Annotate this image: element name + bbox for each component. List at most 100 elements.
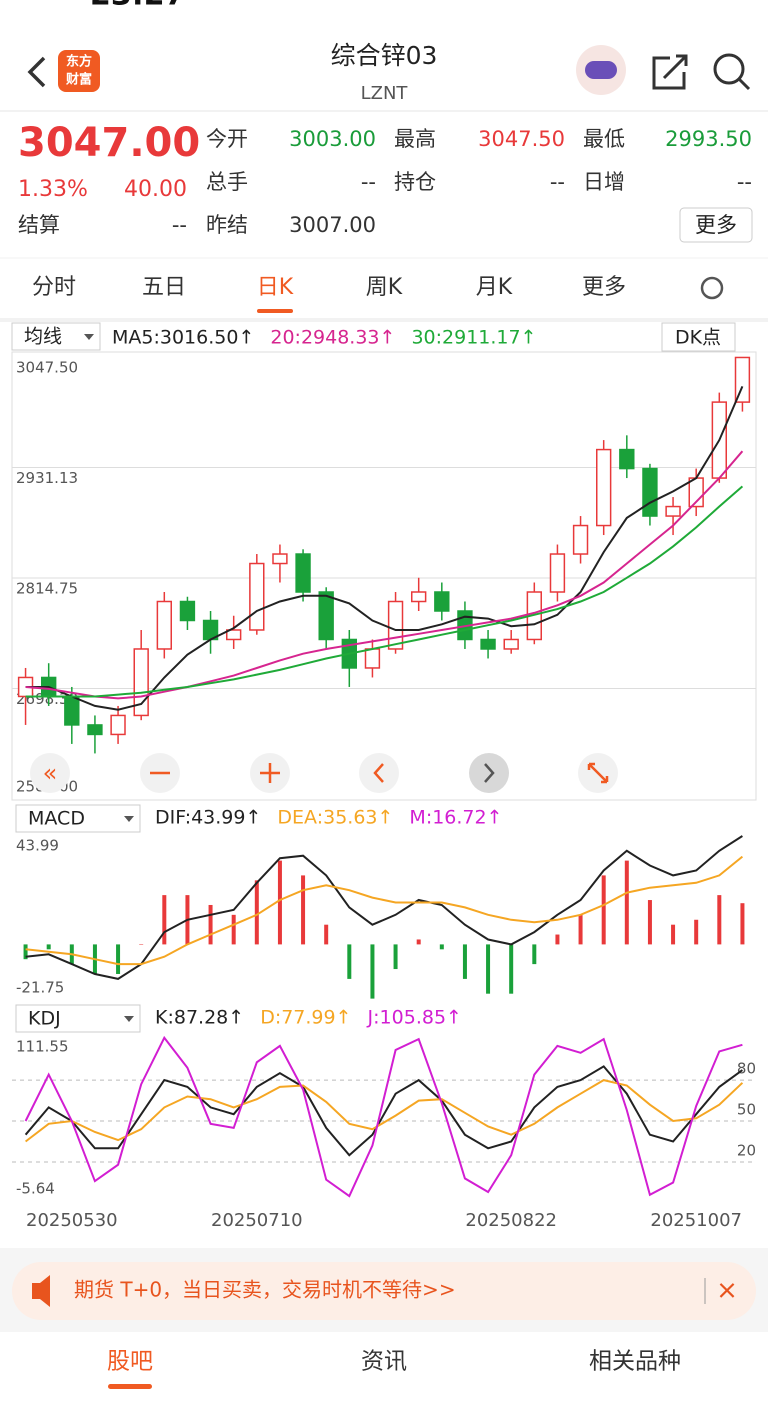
field-value: 3007.00: [289, 213, 376, 237]
legend-entry: MA5:3016.50↑: [112, 327, 254, 349]
candle-body: [64, 695, 80, 726]
candle-body: [549, 553, 566, 593]
field-label: 最高: [394, 127, 436, 151]
candle-body: [434, 591, 450, 612]
divider: [0, 318, 768, 322]
y-tick-label: -5.64: [16, 1180, 55, 1198]
macd-bar: [439, 944, 444, 950]
candle-body: [318, 591, 334, 641]
candle-body: [272, 553, 288, 565]
macd-bar: [23, 944, 28, 960]
tab[interactable]: 月K: [476, 275, 513, 300]
logo-text: 财富: [66, 72, 92, 88]
banner[interactable]: [12, 1262, 756, 1320]
series-line: [25, 450, 744, 700]
more-button-label: 更多: [695, 213, 737, 237]
candle-body: [156, 600, 172, 650]
series-line: [24, 1035, 743, 1198]
tab[interactable]: 五日: [142, 275, 186, 300]
candle-body: [619, 448, 635, 470]
candle-body: [179, 600, 196, 622]
tab[interactable]: 周K: [366, 275, 403, 300]
x-tick-label: 20251007: [650, 1210, 742, 1231]
indicator-selector[interactable]: [11, 322, 101, 351]
legend-entry: DEA:35.63↑: [277, 807, 393, 829]
speaker-icon: [32, 1275, 50, 1307]
indicator-selector-label: KDJ: [28, 1008, 61, 1030]
macd-bar: [694, 919, 699, 945]
legend-entry: D:77.99↑: [260, 1007, 351, 1029]
macd-bar: [393, 944, 398, 970]
field-value: --: [361, 170, 376, 194]
logo-text: 东方: [66, 54, 92, 70]
y-tick-label: -21.75: [16, 979, 64, 997]
macd-bar: [416, 939, 421, 945]
dk-button-label: DK点: [675, 327, 721, 349]
y-tick-label: 2814.75: [16, 580, 78, 598]
macd-bar: [462, 944, 467, 979]
tab[interactable]: 更多: [582, 275, 626, 300]
candle-body: [480, 638, 496, 650]
field-value: 3003.00: [289, 127, 376, 151]
banner-close[interactable]: ×: [716, 1276, 738, 1306]
indicator-selector[interactable]: [15, 1004, 141, 1033]
macd-bar: [46, 944, 51, 950]
field-label: 最低: [583, 127, 625, 151]
y-tick-label: 50: [737, 1101, 756, 1119]
change-pct: 1.33%: [18, 177, 88, 202]
field-label: 结算: [18, 213, 60, 237]
x-tick-label: 20250710: [211, 1210, 303, 1231]
candle-body: [226, 629, 242, 641]
zoom-left-button[interactable]: [30, 753, 70, 793]
macd-bar: [254, 880, 259, 945]
series-line: [24, 1079, 744, 1143]
search-icon: [737, 77, 751, 91]
bottom-tab[interactable]: 相关品种: [589, 1349, 681, 1375]
x-tick-label: 20250530: [26, 1210, 118, 1231]
field-value: --: [172, 213, 187, 237]
avatar-face: [585, 61, 617, 79]
next-button[interactable]: [469, 753, 509, 793]
macd-bar: [347, 944, 352, 979]
y-tick-label: 43.99: [16, 837, 59, 855]
macd-bar: [601, 875, 606, 945]
search-icon[interactable]: [713, 53, 745, 85]
legend-entry: 20:2948.33↑: [270, 327, 395, 349]
bottom-tab[interactable]: 资讯: [361, 1349, 407, 1375]
legend-entry: J:105.85↑: [367, 1007, 462, 1029]
y-tick-label: 20: [737, 1141, 756, 1159]
macd-bar: [647, 900, 652, 945]
candle-body: [665, 505, 681, 517]
candle-body: [642, 467, 658, 517]
macd-bar: [671, 924, 676, 945]
icon: [484, 763, 495, 783]
series-line: [25, 485, 744, 698]
field-value: 2993.50: [665, 127, 752, 151]
tab[interactable]: 分时: [32, 275, 76, 300]
macd-bar: [624, 860, 629, 945]
field-label: 总手: [206, 170, 248, 194]
macd-bar: [555, 934, 560, 945]
tab[interactable]: 日K: [257, 275, 294, 300]
field-value: --: [737, 170, 752, 194]
more-button[interactable]: [679, 207, 753, 243]
field-label: 持仓: [394, 170, 436, 194]
icon: «: [43, 759, 58, 787]
icon: [587, 762, 609, 784]
indicator-selector-label: 均线: [24, 326, 62, 348]
indicator-selector[interactable]: [15, 804, 141, 833]
settings-icon[interactable]: [700, 276, 724, 300]
prev-button[interactable]: [359, 753, 399, 793]
field-label: 日增: [583, 170, 625, 194]
dk-button[interactable]: [661, 322, 736, 352]
legend-entry: M:16.72↑: [409, 807, 502, 829]
y-tick-label: 2931.13: [16, 469, 78, 487]
code: LZNT: [361, 83, 409, 104]
share-icon[interactable]: [652, 54, 688, 90]
series-line: [25, 386, 744, 711]
back-button[interactable]: [27, 56, 46, 88]
bottom-tab[interactable]: 股吧: [107, 1349, 153, 1375]
